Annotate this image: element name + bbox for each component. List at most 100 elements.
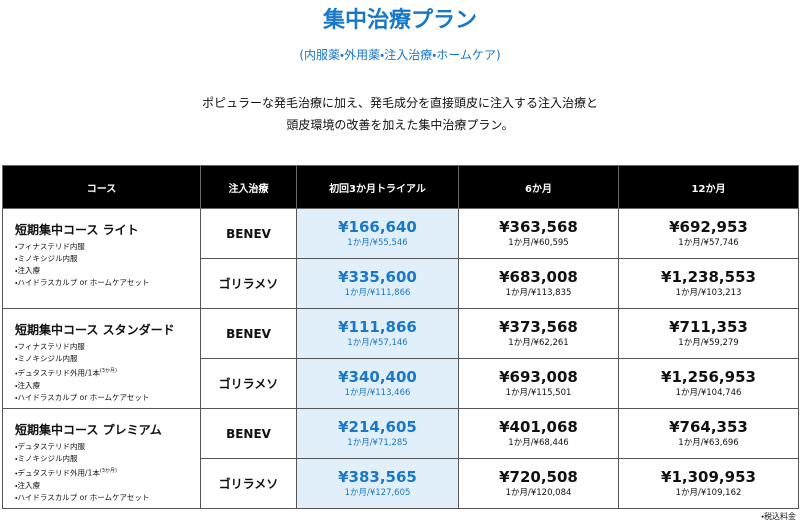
monthly-price: 1か月/¥60,595	[508, 238, 569, 248]
description-line: ポピュラーな発毛治療に加え、発毛成分を直接頭皮に注入する注入治療と	[201, 96, 598, 110]
injection-cell: ゴリラメソ	[200, 458, 297, 509]
course-item: ・デュタステリド内服	[15, 441, 200, 453]
plan-row: ゴリラメソ ¥335,600 1か月/¥111,866 ¥683,008 1か月/¥11…	[3, 258, 799, 309]
monthly-price: 1か月/¥71,285	[347, 438, 408, 448]
column-header: 12か月	[618, 165, 799, 209]
price-cell: ¥373,568 1か月/¥62,261	[458, 308, 619, 359]
price-cell: ¥401,068 1か月/¥68,446	[458, 408, 619, 459]
table-body: 短期集中コース ライト ・フィナステリド内服 ・ミノキシジル内服 ・注入療 ・ハイドラス…	[2, 208, 799, 509]
price: ¥711,353	[669, 318, 748, 336]
price-cell: ¥1,238,553 1か月/¥103,213	[618, 258, 799, 309]
course-item: ・デュタステリド外用/1本(3か月)	[15, 465, 200, 480]
injection-cell: BENEV	[200, 308, 297, 359]
price: ¥1,256,953	[661, 368, 756, 386]
price: ¥383,565	[338, 468, 417, 486]
price-cell: ¥214,605 1か月/¥71,285	[296, 408, 459, 459]
injection-cell: ゴリラメソ	[200, 358, 297, 409]
course-cell: 短期集中コース スタンダード ・フィナステリド内服 ・ミノキシジル内服 ・デュタステリ…	[2, 308, 201, 409]
injection-cell: ゴリラメソ	[200, 258, 297, 309]
price-cell: ¥363,568 1か月/¥60,595	[458, 208, 619, 259]
course-item: ・注入療	[15, 380, 200, 392]
price: ¥1,238,553	[661, 268, 756, 286]
item-text: ・ミノキシジル内服	[15, 354, 78, 363]
injection-name: BENEV	[226, 226, 271, 241]
price-cell: ¥1,309,953 1か月/¥109,162	[618, 458, 799, 509]
page-title: 集中治療プラン	[322, 8, 477, 33]
item-note: (3か月)	[99, 468, 117, 474]
course-item: ・ハイドラスカルプ or ホームケアセット	[15, 277, 200, 289]
course-name: 短期集中コース スタンダード	[15, 323, 175, 337]
item-text: ・デュタステリド外用/1本	[15, 468, 100, 478]
monthly-price: 1か月/¥127,605	[344, 488, 411, 498]
price: ¥1,309,953	[661, 468, 756, 486]
course-item: ・ハイドラスカルプ or ホームケアセット	[15, 492, 200, 504]
price: ¥166,640	[338, 218, 417, 236]
price: ¥335,600	[338, 268, 417, 286]
column-header: コース	[2, 165, 201, 209]
monthly-price: 1か月/¥111,866	[344, 288, 411, 298]
plan-row: 短期集中コース プレミアム・デュタステリド内服 ・ミノキシジル内服・デュタステリド…	[2, 408, 799, 509]
price-cell: ¥1,256,953 1か月/¥104,746	[618, 358, 799, 409]
monthly-price: 1か月/¥55,546	[347, 238, 408, 248]
course-item: ・フィナステリド内服	[15, 241, 200, 253]
course-item: ・ハイドラスカルプ or ホームケアセット	[15, 392, 200, 404]
monthly-price: 1か月/¥57,146	[347, 338, 408, 348]
item-text: ・ハイドラスカルプ or ホームケアセット	[15, 392, 150, 402]
injection-name: BENEV	[226, 426, 271, 441]
price-table: コース 注入治療 初回3か月トライアル 6か月 12か月 短期集中コース ライト ・フィナ…	[2, 165, 799, 509]
course-item: ・ミノキシジル内服	[15, 353, 200, 365]
item-text: ・ミノキシジル内服	[15, 454, 78, 463]
item-text: ・ハイドラスカルプ or ホームケアセット	[15, 278, 150, 287]
price-cell: ¥335,600 1か月/¥111,866	[296, 258, 459, 309]
item-text: ・フィナステリド内服	[15, 242, 85, 251]
monthly-price: 1か月/¥115,501	[505, 388, 572, 398]
monthly-price: 1か月/¥109,162	[675, 488, 742, 498]
price: ¥720,508	[499, 468, 578, 486]
price-cell: ¥340,400 1か月/¥113,466	[296, 358, 459, 409]
monthly-price: 1か月/¥120,084	[505, 488, 572, 498]
plan-row: ゴリラメソ ¥383,565 1か月/¥127,605 ¥720,508 1か月/¥12…	[3, 458, 799, 509]
price: ¥373,568	[499, 318, 578, 336]
price-cell: ¥692,953 1か月/¥57,746	[618, 208, 799, 259]
price-cell: ¥720,508 1か月/¥120,084	[458, 458, 619, 509]
footnote: ・税込料金	[761, 512, 796, 521]
plan-row: 短期集中コース ライト ・フィナステリド内服 ・ミノキシジル内服 ・注入療 ・ハイドラス…	[2, 208, 799, 309]
price: ¥214,605	[338, 418, 417, 436]
injection-cell: BENEV	[200, 208, 297, 259]
price: ¥363,568	[499, 218, 578, 236]
monthly-price: 1か月/¥62,261	[508, 338, 569, 348]
subtitle: (内服薬・外用薬・注入治療・ホームケア)	[299, 48, 501, 62]
course-item: ・注入療	[15, 265, 200, 277]
item-text: ・ハイドラスカルプ or ホームケアセット	[15, 492, 150, 502]
course-item: ・注入療	[15, 480, 200, 492]
monthly-price: 1か月/¥57,746	[678, 238, 739, 248]
injection-cell: BENEV	[200, 408, 297, 459]
price-cell: ¥693,008 1か月/¥115,501	[458, 358, 619, 409]
injection-name: ゴリラメソ	[218, 277, 279, 291]
price: ¥693,008	[499, 368, 578, 386]
course-item: ・フィナステリド内服	[15, 341, 200, 353]
column-header: 初回3か月トライアル	[296, 165, 459, 209]
injection-name: BENEV	[226, 326, 271, 341]
price-cell: ¥683,008 1か月/¥113,835	[458, 258, 619, 309]
injection-name: ゴリラメソ	[218, 377, 279, 391]
item-note: (3か月)	[99, 368, 117, 374]
price: ¥692,953	[669, 218, 748, 236]
header-row: コース 注入治療 初回3か月トライアル 6か月 12か月	[2, 165, 799, 209]
item-text: ・注入療	[15, 380, 41, 390]
price-cell: ¥383,565 1か月/¥127,605	[296, 458, 459, 509]
course-name: 短期集中コース プレミアム	[15, 423, 162, 437]
column-header: 注入治療	[200, 165, 297, 209]
item-text: ・注入療	[15, 480, 41, 490]
price: ¥683,008	[499, 268, 578, 286]
course-item: ・ミノキシジル内服	[15, 253, 200, 265]
monthly-price: 1か月/¥68,446	[508, 438, 569, 448]
plan-row: 短期集中コース スタンダード ・フィナステリド内服 ・ミノキシジル内服 ・デュタステリ…	[2, 308, 799, 409]
description-line: 頭皮環境の改善を加えた集中治療プラン。	[286, 118, 514, 132]
course-cell: 短期集中コース ライト ・フィナステリド内服 ・ミノキシジル内服 ・注入療 ・ハイドラス…	[2, 208, 201, 309]
monthly-price: 1か月/¥113,835	[505, 288, 572, 298]
course-item: ・ミノキシジル内服	[15, 453, 200, 465]
course-cell: 短期集中コース プレミアム・デュタステリド内服 ・ミノキシジル内服・デュタステリド…	[2, 408, 201, 509]
price: ¥401,068	[499, 418, 578, 436]
